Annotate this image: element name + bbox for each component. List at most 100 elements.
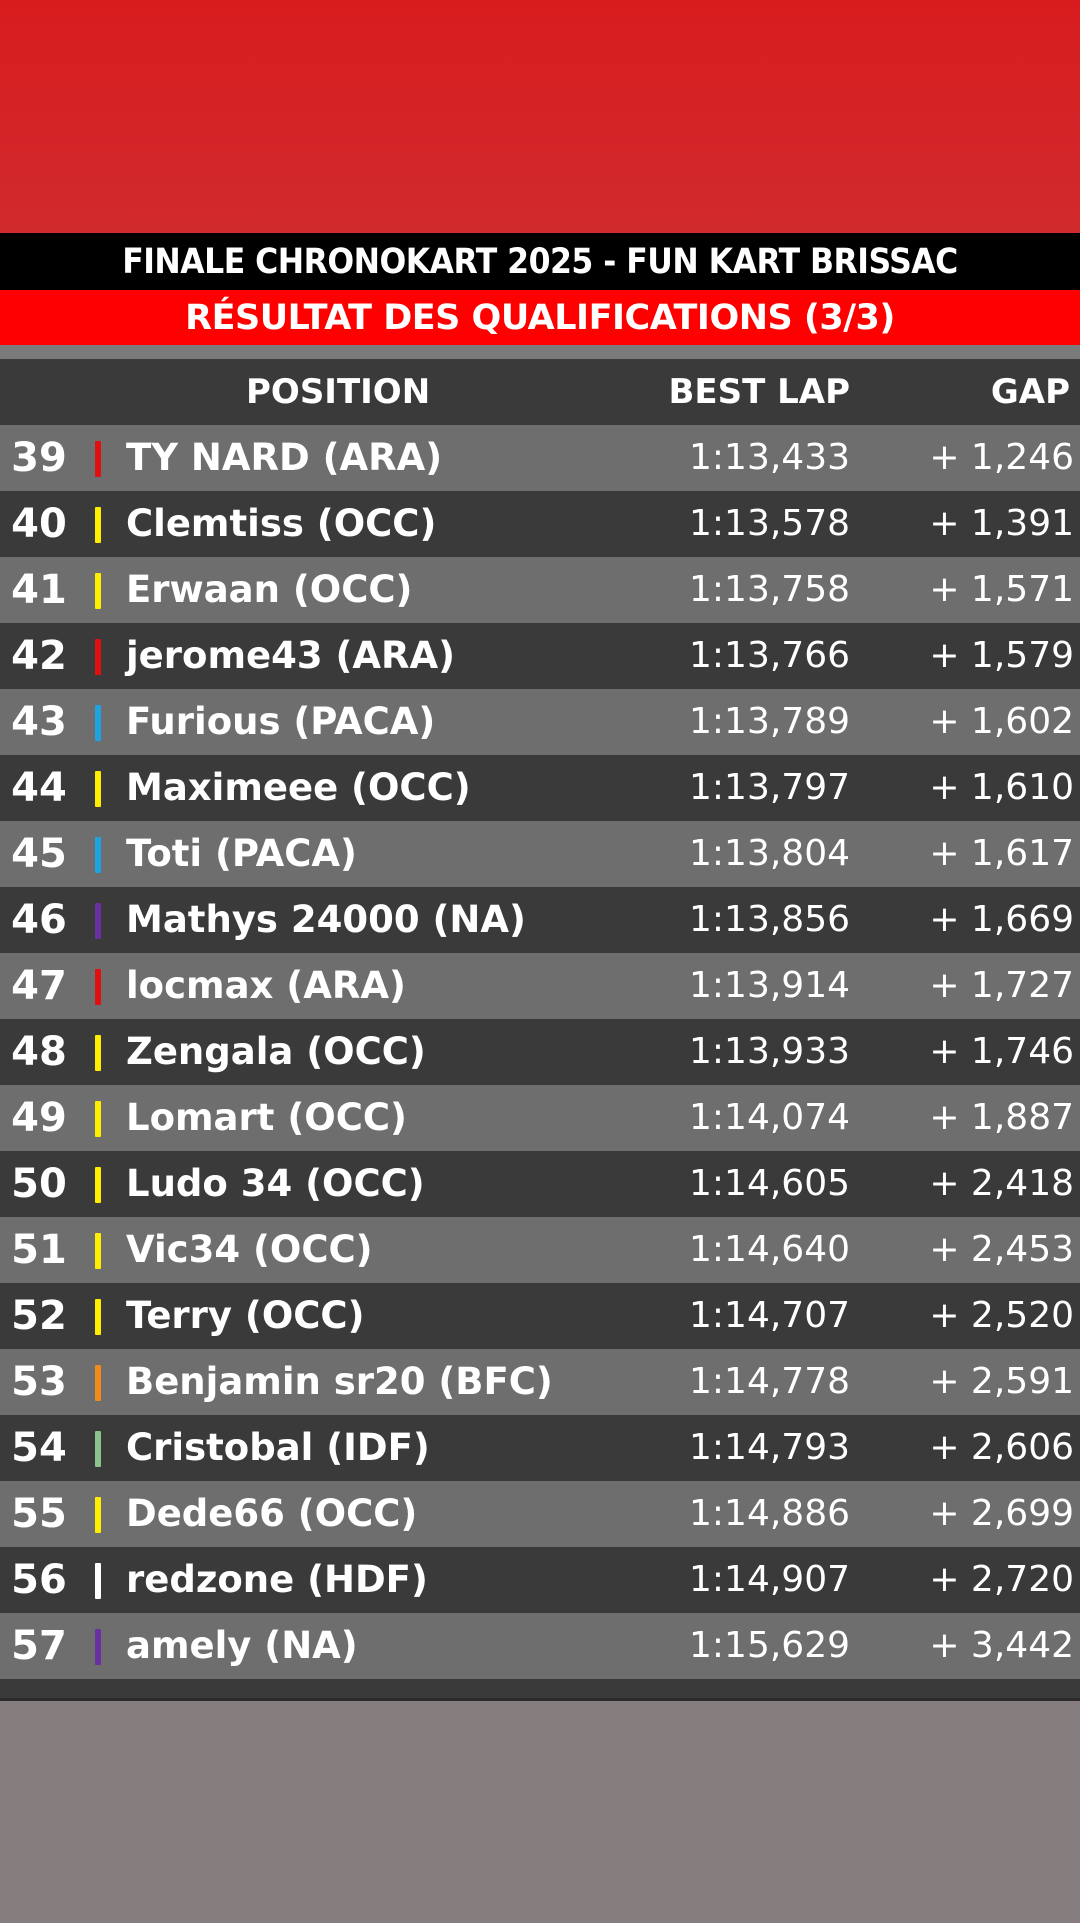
driver-name: TY NARD (ARA) (126, 436, 443, 479)
column-header-gap: GAP (990, 372, 1070, 412)
region-color-bar (95, 573, 101, 609)
driver-name: Lomart (OCC) (126, 1096, 407, 1139)
gap-time: + 1,391 (929, 503, 1074, 544)
table-row: 49 Lomart (OCC) 1:14,074 + 1,887 (0, 1085, 1080, 1151)
row-position: 57 (11, 1623, 67, 1669)
row-position: 40 (11, 501, 67, 547)
best-lap-time: 1:14,074 (689, 1097, 850, 1138)
gap-time: + 2,591 (929, 1361, 1074, 1402)
region-color-bar (95, 441, 101, 477)
table-row: 41 Erwaan (OCC) 1:13,758 + 1,571 (0, 557, 1080, 623)
region-color-bar (95, 507, 101, 543)
gap-time: + 1,727 (929, 965, 1074, 1006)
row-position: 41 (11, 567, 67, 613)
driver-name: redzone (HDF) (126, 1558, 428, 1601)
region-color-bar (95, 1101, 101, 1137)
row-position: 45 (11, 831, 67, 877)
region-color-bar (95, 1365, 101, 1401)
table-row: 40 Clemtiss (OCC) 1:13,578 + 1,391 (0, 491, 1080, 557)
row-position: 49 (11, 1095, 67, 1141)
gap-time: + 2,606 (929, 1427, 1074, 1468)
gap-time: + 1,669 (929, 899, 1074, 940)
driver-name: locmax (ARA) (126, 964, 406, 1007)
table-row: 52 Terry (OCC) 1:14,707 + 2,520 (0, 1283, 1080, 1349)
table-row: 39 TY NARD (ARA) 1:13,433 + 1,246 (0, 425, 1080, 491)
row-position: 47 (11, 963, 67, 1009)
table-row: 55 Dede66 (OCC) 1:14,886 + 2,699 (0, 1481, 1080, 1547)
gap-time: + 2,418 (929, 1163, 1074, 1204)
row-position: 54 (11, 1425, 67, 1471)
region-color-bar (95, 1563, 101, 1599)
driver-name: jerome43 (ARA) (126, 634, 456, 677)
row-position: 44 (11, 765, 67, 811)
driver-name: Dede66 (OCC) (126, 1492, 418, 1535)
table-row: 48 Zengala (OCC) 1:13,933 + 1,746 (0, 1019, 1080, 1085)
driver-name: Erwaan (OCC) (126, 568, 413, 611)
region-color-bar (95, 837, 101, 873)
best-lap-time: 1:14,605 (689, 1163, 850, 1204)
row-position: 56 (11, 1557, 67, 1603)
table-row: 45 Toti (PACA) 1:13,804 + 1,617 (0, 821, 1080, 887)
table-row: 47 locmax (ARA) 1:13,914 + 1,727 (0, 953, 1080, 1019)
driver-name: Vic34 (OCC) (126, 1228, 373, 1271)
gap-time: + 1,246 (929, 437, 1074, 478)
results-subtitle: RÉSULTAT DES QUALIFICATIONS (3/3) (0, 290, 1080, 345)
gap-time: + 1,571 (929, 569, 1074, 610)
best-lap-time: 1:14,640 (689, 1229, 850, 1270)
gap-time: + 1,617 (929, 833, 1074, 874)
row-position: 46 (11, 897, 67, 943)
driver-name: Furious (PACA) (126, 700, 436, 743)
best-lap-time: 1:13,578 (689, 503, 850, 544)
gap-time: + 1,579 (929, 635, 1074, 676)
driver-name: Clemtiss (OCC) (126, 502, 437, 545)
region-color-bar (95, 705, 101, 741)
table-footer-strip (0, 1679, 1080, 1698)
gap-time: + 2,520 (929, 1295, 1074, 1336)
table-row: 46 Mathys 24000 (NA) 1:13,856 + 1,669 (0, 887, 1080, 953)
column-header-position: POSITION (246, 372, 431, 412)
table-row: 56 redzone (HDF) 1:14,907 + 2,720 (0, 1547, 1080, 1613)
row-position: 52 (11, 1293, 67, 1339)
region-color-bar (95, 639, 101, 675)
table-row: 50 Ludo 34 (OCC) 1:14,605 + 2,418 (0, 1151, 1080, 1217)
gap-time: + 1,602 (929, 701, 1074, 742)
table-row: 57 amely (NA) 1:15,629 + 3,442 (0, 1613, 1080, 1679)
separator-strip (0, 345, 1080, 359)
table-row: 42 jerome43 (ARA) 1:13,766 + 1,579 (0, 623, 1080, 689)
best-lap-time: 1:13,797 (689, 767, 850, 808)
region-color-bar (95, 1629, 101, 1665)
gap-time: + 1,610 (929, 767, 1074, 808)
row-position: 39 (11, 435, 67, 481)
driver-name: Toti (PACA) (126, 832, 357, 875)
gap-time: + 2,453 (929, 1229, 1074, 1270)
gap-time: + 1,887 (929, 1097, 1074, 1138)
region-color-bar (95, 771, 101, 807)
gap-time: + 1,746 (929, 1031, 1074, 1072)
event-title: FINALE CHRONOKART 2025 - FUN KART BRISSA… (0, 233, 1080, 290)
best-lap-time: 1:13,914 (689, 965, 850, 1006)
driver-name: Maximeee (OCC) (126, 766, 471, 809)
gap-time: + 2,699 (929, 1493, 1074, 1534)
results-table: 39 TY NARD (ARA) 1:13,433 + 1,246 40 Clemtiss… (0, 425, 1080, 1679)
region-color-bar (95, 1497, 101, 1533)
region-color-bar (95, 1431, 101, 1467)
table-header: POSITION BEST LAP GAP (0, 359, 1080, 425)
best-lap-time: 1:13,804 (689, 833, 850, 874)
column-header-best-lap: BEST LAP (668, 372, 850, 412)
gap-time: + 3,442 (929, 1625, 1074, 1666)
row-position: 53 (11, 1359, 67, 1405)
driver-name: Zengala (OCC) (126, 1030, 426, 1073)
bottom-grey-band (0, 1698, 1080, 1923)
row-position: 55 (11, 1491, 67, 1537)
region-color-bar (95, 969, 101, 1005)
gap-time: + 2,720 (929, 1559, 1074, 1600)
row-position: 42 (11, 633, 67, 679)
driver-name: Benjamin sr20 (BFC) (126, 1360, 553, 1403)
top-red-band (0, 0, 1080, 233)
best-lap-time: 1:15,629 (689, 1625, 850, 1666)
best-lap-time: 1:14,778 (689, 1361, 850, 1402)
best-lap-time: 1:13,933 (689, 1031, 850, 1072)
table-row: 44 Maximeee (OCC) 1:13,797 + 1,610 (0, 755, 1080, 821)
row-position: 51 (11, 1227, 67, 1273)
best-lap-time: 1:14,707 (689, 1295, 850, 1336)
